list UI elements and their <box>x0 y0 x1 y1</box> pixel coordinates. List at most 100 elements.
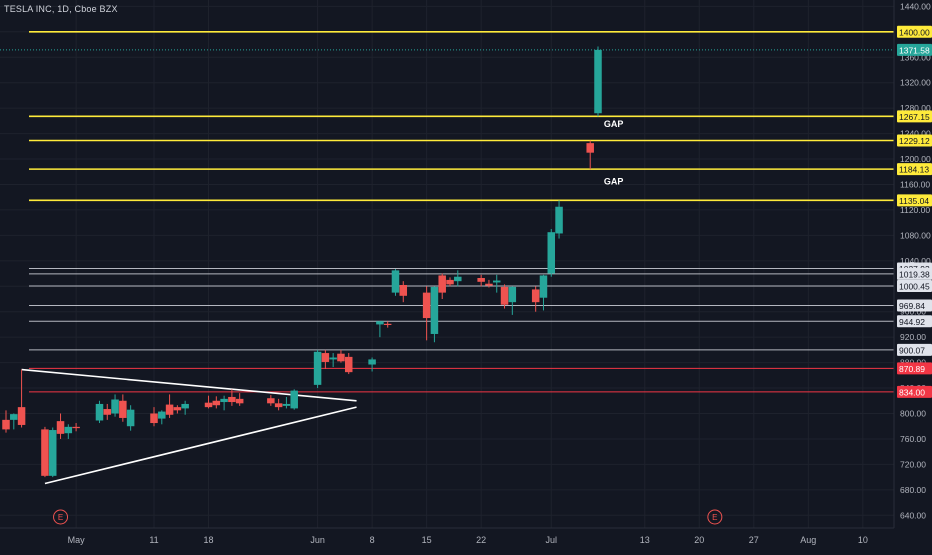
candle-body <box>344 356 353 373</box>
candle-body <box>399 284 408 296</box>
gap-annotation: GAP <box>604 119 624 129</box>
price-level-label-box <box>897 25 932 38</box>
x-tick-label: May <box>68 535 86 545</box>
annotations: GAP GAP E E <box>53 119 723 525</box>
candle-body <box>56 421 65 434</box>
candle-body <box>95 403 104 421</box>
earnings-marker-circle <box>707 509 723 525</box>
y-tick-label: 1320.00 <box>900 78 931 88</box>
x-tick-label: 11 <box>149 535 158 545</box>
x-tick-label: 13 <box>640 535 650 545</box>
y-tick-label: 960.00 <box>900 307 926 317</box>
grid <box>0 0 894 528</box>
candle-body <box>492 280 501 283</box>
candle-body <box>212 400 221 406</box>
x-tick-label: 15 <box>422 535 432 545</box>
candle-body <box>235 398 244 404</box>
x-tick-label: 22 <box>476 535 486 545</box>
candle-body <box>368 359 376 365</box>
candle-body <box>313 351 322 385</box>
y-tick-label: 680.00 <box>900 485 926 495</box>
candle-body <box>103 409 112 415</box>
y-tick-label: 760.00 <box>900 434 926 444</box>
candle-body <box>555 206 563 234</box>
y-tick-label: 1360.00 <box>900 52 931 62</box>
trendline <box>44 406 357 485</box>
price-level-label-box <box>897 343 932 356</box>
x-tick-label: Jul <box>546 535 558 545</box>
candle-body <box>158 411 166 419</box>
candle-body <box>181 403 189 409</box>
candle-body <box>438 275 446 293</box>
candle-body <box>446 279 454 285</box>
y-tick-label: 1280.00 <box>900 103 931 113</box>
price-level-label: 900.07 <box>899 345 925 355</box>
price-level-label: 870.89 <box>899 364 925 374</box>
candle-body <box>17 407 26 425</box>
price-level-label-box <box>897 134 932 147</box>
gap-annotation: GAP <box>604 176 624 186</box>
x-tick-label: 18 <box>204 535 214 545</box>
candle-body <box>204 402 213 408</box>
trendline <box>21 368 357 402</box>
x-tick-label: 20 <box>694 535 704 545</box>
candle-body <box>48 430 57 476</box>
candle-body <box>337 353 345 362</box>
x-tick-label: 8 <box>370 535 375 545</box>
symbol-title: TESLA INC, 1D, Cboe BZX <box>4 4 118 14</box>
candle-body <box>2 419 10 430</box>
price-level-label-box <box>897 315 932 328</box>
price-level-label-box <box>897 110 932 123</box>
candle-body <box>173 407 182 411</box>
candle-body <box>64 426 73 434</box>
candle-body <box>321 353 330 362</box>
x-tick-label: Jun <box>310 535 325 545</box>
y-tick-label: 1120.00 <box>900 205 930 215</box>
candle-body <box>274 403 283 408</box>
y-tick-label: 1440.00 <box>900 1 931 11</box>
last-price-label: 1371.58 <box>899 45 930 55</box>
price-level-label: 1267.15 <box>899 112 930 122</box>
candle-body <box>72 426 80 429</box>
candle-body <box>329 357 337 360</box>
candle-body <box>267 398 275 404</box>
candle-body <box>41 429 49 476</box>
candle-body <box>228 396 236 403</box>
candle-body <box>383 323 392 325</box>
y-tick-label: 720.00 <box>900 459 926 469</box>
price-level-label: 969.84 <box>899 301 925 311</box>
y-tick-label: 1080.00 <box>900 230 931 240</box>
candle-body <box>485 283 493 286</box>
candle-body <box>539 275 548 298</box>
candle-body <box>454 276 462 282</box>
candle-body <box>531 289 540 303</box>
candle-body <box>500 286 509 305</box>
candle-body <box>119 400 127 418</box>
price-level-label-box <box>897 267 932 280</box>
candle-body <box>165 404 174 415</box>
y-tick-label: 920.00 <box>900 332 926 342</box>
price-level-label: 834.00 <box>899 387 925 397</box>
candle-body <box>220 398 228 403</box>
candle-body <box>376 321 384 325</box>
price-level-label-box <box>897 163 932 176</box>
candle-body <box>290 390 298 409</box>
price-levels <box>0 31 894 393</box>
price-level-label: 1229.12 <box>899 136 930 146</box>
candle-body <box>150 413 158 424</box>
earnings-marker-label: E <box>712 513 717 522</box>
price-level-label: 1184.13 <box>899 165 929 175</box>
price-level-label: 944.92 <box>899 317 925 327</box>
candle-body <box>586 143 594 153</box>
price-level-label: 1000.45 <box>899 281 930 291</box>
x-tick-label: 10 <box>858 535 868 545</box>
price-level-label-box <box>897 299 932 312</box>
y-tick-label: 1160.00 <box>900 179 930 189</box>
y-tick-label: 1040.00 <box>900 256 931 266</box>
y-tick-label: 640.00 <box>900 510 926 520</box>
price-level-label-box <box>897 279 932 292</box>
price-level-label-box <box>897 385 932 398</box>
